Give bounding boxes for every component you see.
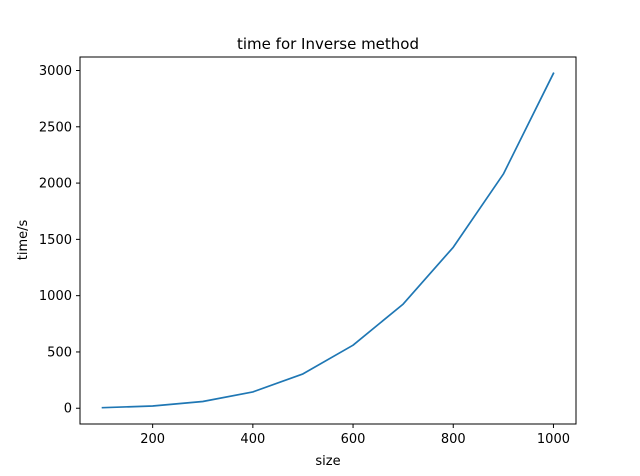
x-tick-label: 1000 [537,432,570,447]
y-tick-label: 2500 [39,120,72,135]
plot-frame [79,56,577,425]
x-tick-label: 600 [341,432,366,447]
y-tick-label: 1000 [39,289,72,304]
y-tick-label: 3000 [39,64,72,79]
x-tick-label: 200 [140,432,165,447]
chart-title: time for Inverse method [237,35,419,53]
series-line [101,72,555,409]
x-tick-label: 400 [240,432,265,447]
y-tick-label: 2000 [39,177,72,192]
x-axis-label: size [315,454,340,469]
x-tick-label: 800 [441,432,466,447]
plot-area [80,57,576,424]
y-tick-label: 500 [47,345,72,360]
y-tick-label: 0 [64,402,72,417]
series-layer [101,72,555,409]
ticks-layer: 200 400 600 800 1000 0 500 1000 1500 2000 2500 3000 [39,64,570,447]
y-tick-label: 1500 [39,233,72,248]
y-axis-label: time/s [16,220,31,261]
